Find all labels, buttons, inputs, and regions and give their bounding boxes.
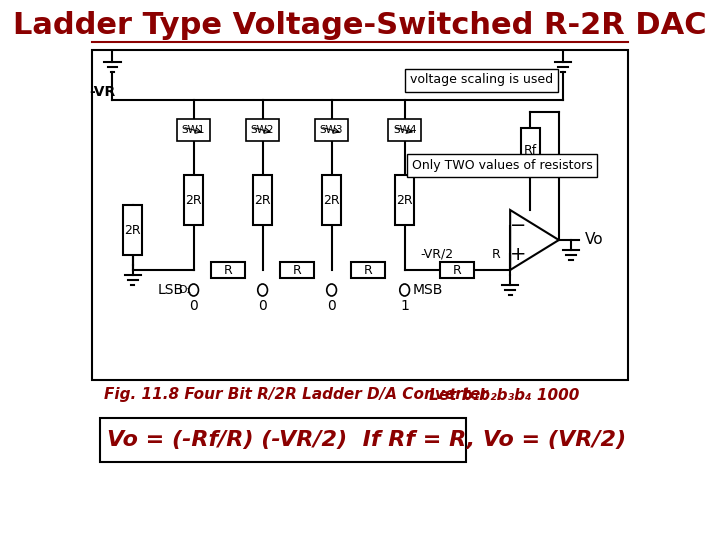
Text: -VR: -VR [89, 85, 115, 99]
Text: SW4: SW4 [393, 125, 416, 135]
Text: R: R [453, 264, 462, 276]
Text: R: R [224, 264, 233, 276]
Text: Rf: Rf [524, 144, 537, 157]
Text: LSB: LSB [158, 283, 184, 297]
Bar [521, 128, 540, 172]
Text: −: − [510, 217, 526, 235]
Text: R: R [293, 264, 302, 276]
Text: -VR/2: -VR/2 [420, 247, 454, 260]
Text: Only TWO values of resistors: Only TWO values of resistors [412, 159, 593, 172]
Text: 2R: 2R [185, 193, 202, 206]
Bar [441, 262, 474, 278]
Bar [395, 175, 415, 225]
Text: Ladder Type Voltage-Switched R-2R DAC: Ladder Type Voltage-Switched R-2R DAC [13, 10, 707, 39]
Text: +: + [510, 245, 526, 264]
FancyBboxPatch shape [92, 50, 628, 380]
Bar [315, 119, 348, 141]
Bar [388, 119, 421, 141]
Text: Fig. 11.8 Four Bit R/2R Ladder D/A Converter: Fig. 11.8 Four Bit R/2R Ladder D/A Conve… [104, 388, 488, 402]
Bar [177, 119, 210, 141]
Bar [184, 175, 203, 225]
Bar [123, 205, 143, 255]
Text: 0: 0 [258, 299, 267, 313]
Text: D₁: D₁ [179, 285, 192, 295]
Bar [100, 418, 466, 462]
Bar [246, 119, 279, 141]
Bar [351, 262, 385, 278]
Bar [253, 175, 272, 225]
Text: SW2: SW2 [251, 125, 274, 135]
Text: 0: 0 [327, 299, 336, 313]
Text: 1: 1 [400, 299, 409, 313]
Text: 2R: 2R [125, 224, 141, 237]
Text: 2R: 2R [396, 193, 413, 206]
Text: Vo = (-Rf/R) (-VR/2)  If Rf = R, Vo = (VR/2): Vo = (-Rf/R) (-VR/2) If Rf = R, Vo = (VR… [107, 430, 626, 450]
Text: SW3: SW3 [320, 125, 343, 135]
Text: voltage scaling is used: voltage scaling is used [410, 73, 553, 86]
Bar [280, 262, 314, 278]
Text: Vo: Vo [585, 233, 603, 247]
Text: Let b₁b₂b₃b₄ 1000: Let b₁b₂b₃b₄ 1000 [429, 388, 580, 402]
Bar [322, 175, 341, 225]
Text: 2R: 2R [323, 193, 340, 206]
Text: R: R [364, 264, 372, 276]
Bar [211, 262, 245, 278]
Text: SW1: SW1 [182, 125, 205, 135]
Text: 0: 0 [189, 299, 198, 313]
Text: MSB: MSB [412, 283, 443, 297]
Text: R: R [492, 247, 500, 260]
Text: 2R: 2R [254, 193, 271, 206]
